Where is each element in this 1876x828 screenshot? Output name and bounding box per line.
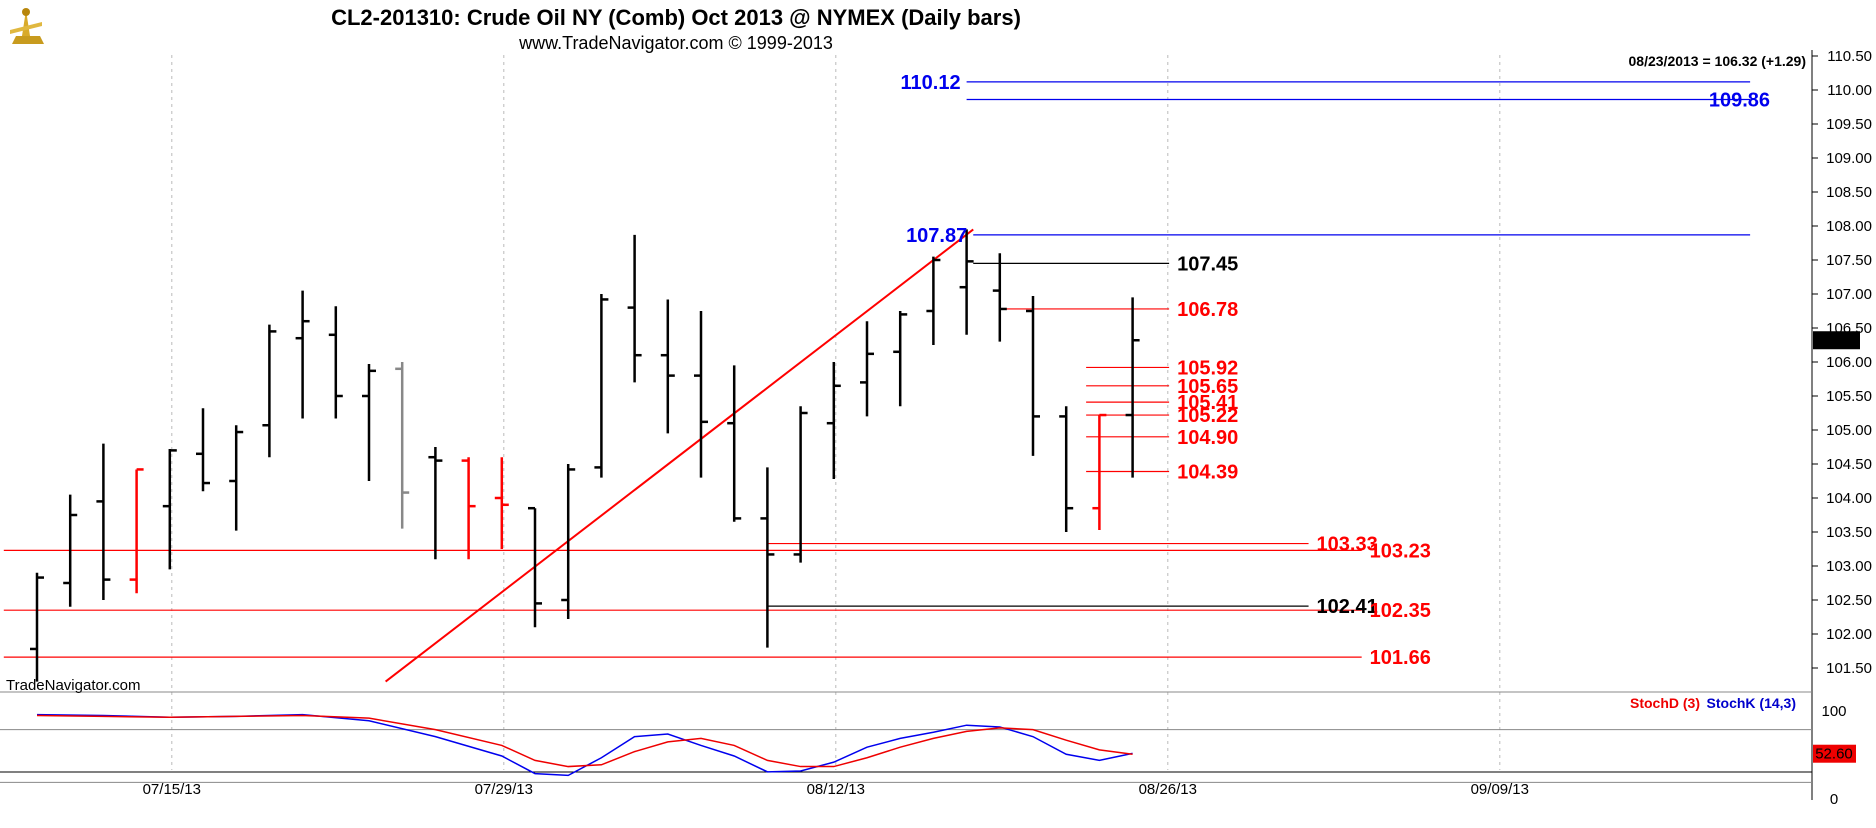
- ohlc-bar: [1092, 413, 1107, 530]
- last-quote-label: 08/23/2013 = 106.32 (+1.29): [1629, 53, 1806, 69]
- price-bars: [30, 229, 1140, 682]
- ohlc-bar: [793, 406, 808, 563]
- stoch-value-label: 52.60: [1815, 746, 1853, 763]
- price-tick-label: 105.50: [1826, 388, 1872, 405]
- level-label: 104.90: [1177, 427, 1238, 449]
- ohlc-bar: [494, 457, 509, 549]
- level-label: 107.45: [1177, 253, 1238, 275]
- price-tick-label: 107.00: [1826, 286, 1872, 303]
- current-price-label: 106.32: [1813, 332, 1859, 349]
- ohlc-bar: [328, 306, 343, 419]
- level-labels: 110.12109.86107.87107.45106.78105.92105.…: [901, 72, 1770, 669]
- date-tick-label: 07/29/13: [475, 781, 533, 798]
- price-axis: 110.50 110.00 109.50 109.00 108.50 108.00 107.…: [1812, 48, 1872, 677]
- price-tick-label: 107.50: [1826, 252, 1872, 269]
- stochd-legend: StochD (3): [1630, 695, 1700, 711]
- ohlc-bar: [229, 425, 244, 531]
- level-label: 105.41: [1177, 392, 1238, 414]
- ohlc-bar: [129, 468, 144, 594]
- stoch-tick-label: 100: [1821, 703, 1846, 720]
- price-tick-label: 110.00: [1827, 82, 1872, 99]
- price-tick-label: 104.50: [1826, 456, 1872, 473]
- stoch-tick-label: 0: [1830, 791, 1838, 808]
- price-tick-label: 102.00: [1826, 626, 1872, 643]
- ohlc-bar: [561, 464, 576, 620]
- level-label: 105.92: [1177, 357, 1238, 379]
- ohlc-bar: [860, 321, 874, 417]
- ohlc-bar: [926, 256, 941, 345]
- level-label: 110.12: [901, 72, 961, 94]
- ohlc-bar: [959, 229, 974, 335]
- vertical-gridlines: [171, 55, 1501, 770]
- price-tick-label: 103.50: [1826, 524, 1872, 541]
- trendline-group: [384, 228, 974, 683]
- level-label: 106.78: [1177, 299, 1238, 321]
- ohlc-bar: [63, 494, 78, 607]
- trendline: [384, 228, 974, 683]
- level-label: 105.65: [1177, 376, 1238, 398]
- ohlc-bar: [428, 447, 443, 560]
- ohlc-bar: [760, 467, 775, 648]
- ohlc-bar: [1059, 406, 1074, 532]
- ohlc-bar: [362, 364, 376, 481]
- level-label: 104.39: [1177, 461, 1238, 483]
- ohlc-bar: [96, 443, 111, 600]
- ohlc-bar: [660, 299, 675, 434]
- price-tick-label: 102.50: [1826, 592, 1872, 609]
- date-tick-label: 08/12/13: [807, 781, 865, 798]
- ohlc-bar: [893, 311, 908, 407]
- price-tick-label: 109.50: [1826, 116, 1872, 133]
- chart-title: CL2-201310: Crude Oil NY (Comb) Oct 2013…: [331, 5, 1021, 30]
- ohlc-bar: [395, 362, 410, 529]
- level-label: 105.22: [1177, 405, 1238, 427]
- ohlc-bar: [196, 408, 210, 492]
- level-label: 101.66: [1370, 647, 1431, 669]
- ohlc-bar: [262, 324, 277, 458]
- date-tick-label: 07/15/13: [143, 781, 201, 798]
- date-axis: 07/15/13 07/29/13 08/12/13 08/26/13 09/09/13: [143, 781, 1529, 798]
- price-tick-label: 103.00: [1826, 558, 1872, 575]
- level-label: 103.33: [1317, 534, 1378, 556]
- ohlc-bar: [694, 311, 708, 478]
- ohlc-bar: [727, 365, 742, 522]
- stochk-legend: StochK (14,3): [1707, 695, 1796, 711]
- ohlc-bar: [30, 572, 44, 682]
- price-tick-label: 105.00: [1826, 422, 1872, 439]
- level-label: 102.41: [1317, 596, 1378, 618]
- ohlc-bar: [162, 449, 177, 570]
- ohlc-bar: [1026, 296, 1040, 456]
- price-tick-label: 109.00: [1826, 150, 1872, 167]
- level-label: 109.86: [1709, 90, 1770, 112]
- level-label: 103.23: [1370, 540, 1431, 562]
- level-label: 107.87: [906, 225, 967, 247]
- price-tick-label: 108.50: [1826, 184, 1872, 201]
- watermark-text: TradeNavigator.com: [6, 677, 141, 694]
- price-tick-label: 101.50: [1826, 660, 1872, 677]
- price-tick-label: 110.50: [1827, 48, 1872, 65]
- date-tick-label: 09/09/13: [1471, 781, 1529, 798]
- chart-subtitle: www.TradeNavigator.com © 1999-2013: [518, 33, 833, 53]
- logo-icon: [6, 6, 48, 48]
- ohlc-bar: [528, 506, 542, 628]
- current-price-badge: [1813, 331, 1860, 350]
- ohlc-bar: [627, 234, 642, 383]
- horizontal-levels: [3, 81, 1751, 658]
- date-tick-label: 08/26/13: [1139, 781, 1197, 798]
- price-tick-label: 106.00: [1826, 354, 1872, 371]
- ohlc-bar: [826, 362, 841, 479]
- ohlc-bar: [1125, 297, 1140, 478]
- ohlc-bar: [295, 290, 310, 419]
- stochastic-panel: 100 0 52.60: [0, 703, 1856, 808]
- level-label: 102.35: [1370, 600, 1431, 622]
- stoch-value-badge: [1813, 744, 1856, 763]
- ohlc-bar: [461, 457, 476, 560]
- price-tick-label: 104.00: [1826, 490, 1872, 507]
- price-tick-label: 108.00: [1826, 218, 1872, 235]
- ohlc-bar: [992, 253, 1007, 342]
- stochd-line: [36, 714, 1133, 768]
- ohlc-bar: [594, 294, 609, 478]
